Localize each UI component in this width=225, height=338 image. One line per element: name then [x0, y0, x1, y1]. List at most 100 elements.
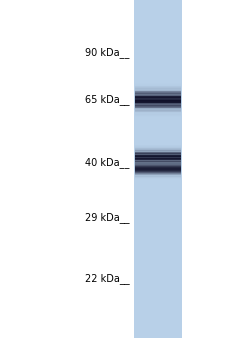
Bar: [135, 169, 181, 170]
Bar: [135, 164, 181, 165]
Bar: [135, 165, 181, 166]
Bar: [135, 97, 181, 98]
Bar: [135, 160, 181, 161]
Bar: [135, 145, 181, 147]
Bar: [135, 174, 181, 175]
Bar: [135, 166, 181, 167]
Bar: [135, 158, 181, 159]
Text: 29 kDa__: 29 kDa__: [85, 213, 129, 223]
Bar: [135, 148, 181, 150]
Bar: [135, 113, 181, 114]
Bar: [135, 85, 181, 86]
Bar: [135, 169, 181, 170]
Bar: [135, 157, 181, 158]
Bar: [135, 147, 181, 148]
Bar: [135, 151, 181, 152]
Bar: [135, 167, 181, 168]
Bar: [135, 106, 181, 107]
Bar: [135, 88, 181, 89]
Bar: [135, 150, 181, 151]
Bar: [135, 171, 181, 172]
Bar: [135, 179, 181, 180]
Bar: [135, 105, 181, 107]
Bar: [135, 154, 181, 155]
Bar: [135, 110, 181, 111]
Bar: [135, 149, 181, 150]
Bar: [135, 91, 181, 93]
Bar: [135, 145, 181, 146]
Bar: [135, 156, 181, 158]
Bar: [135, 99, 181, 100]
Bar: [135, 159, 181, 160]
Bar: [135, 90, 181, 91]
Bar: [134, 0, 182, 338]
Bar: [135, 156, 181, 157]
Bar: [135, 163, 181, 164]
Bar: [135, 163, 181, 164]
Bar: [135, 177, 181, 178]
Bar: [135, 150, 181, 151]
Bar: [135, 112, 181, 113]
Bar: [135, 162, 181, 163]
Bar: [135, 104, 181, 106]
Bar: [135, 177, 181, 178]
Bar: [135, 178, 181, 179]
Bar: [135, 104, 181, 105]
Text: 90 kDa__: 90 kDa__: [85, 47, 129, 58]
Bar: [135, 115, 181, 117]
Bar: [135, 86, 181, 87]
Bar: [135, 91, 181, 92]
Bar: [135, 103, 181, 104]
Bar: [135, 170, 181, 171]
Bar: [135, 165, 181, 166]
Bar: [135, 153, 181, 154]
Bar: [135, 169, 181, 170]
Bar: [135, 159, 181, 160]
Bar: [135, 89, 181, 90]
Bar: [135, 159, 181, 160]
Bar: [135, 172, 181, 173]
Bar: [135, 100, 181, 102]
Bar: [135, 83, 181, 84]
Bar: [135, 110, 181, 112]
Bar: [135, 108, 181, 109]
Bar: [135, 165, 181, 166]
Bar: [135, 109, 181, 110]
Bar: [135, 170, 181, 171]
Bar: [135, 153, 181, 154]
Bar: [135, 115, 181, 116]
Bar: [135, 148, 181, 149]
Bar: [135, 101, 181, 102]
Bar: [135, 175, 181, 176]
Bar: [135, 160, 181, 161]
Bar: [135, 111, 181, 113]
Bar: [135, 161, 181, 162]
Bar: [135, 158, 181, 159]
Bar: [135, 162, 181, 163]
Bar: [135, 176, 181, 177]
Bar: [135, 107, 181, 108]
Bar: [135, 87, 181, 88]
Bar: [135, 147, 181, 148]
Bar: [135, 161, 181, 162]
Bar: [135, 161, 181, 162]
Bar: [135, 163, 181, 164]
Bar: [135, 95, 181, 96]
Bar: [135, 163, 181, 164]
Bar: [135, 154, 181, 155]
Bar: [135, 114, 181, 115]
Bar: [135, 155, 181, 156]
Bar: [135, 164, 181, 165]
Bar: [135, 162, 181, 163]
Bar: [135, 164, 181, 165]
Bar: [135, 102, 181, 103]
Bar: [135, 166, 181, 167]
Bar: [135, 94, 181, 95]
Bar: [135, 167, 181, 168]
Bar: [135, 161, 181, 162]
Bar: [135, 171, 181, 172]
Bar: [135, 172, 181, 173]
Bar: [135, 176, 181, 177]
Bar: [135, 160, 181, 161]
Bar: [135, 164, 181, 165]
